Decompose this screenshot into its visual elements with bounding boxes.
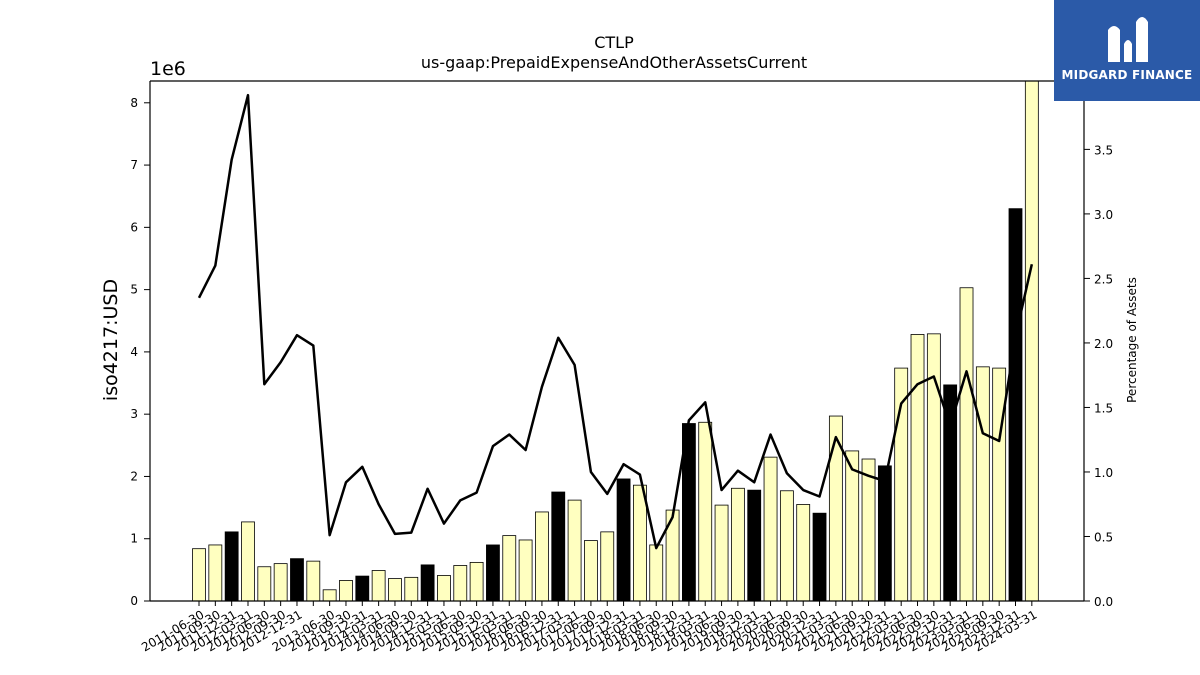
bar bbox=[469, 561, 484, 602]
bar bbox=[812, 512, 827, 602]
logo-text: MIDGARD FINANCE bbox=[1061, 68, 1193, 82]
bar bbox=[486, 544, 500, 602]
bar-series bbox=[192, 80, 1039, 602]
logo-mark-icon bbox=[1108, 17, 1148, 62]
y-tick-label: 6 bbox=[130, 220, 138, 234]
bar bbox=[943, 384, 958, 602]
y2-ticks: 0.0 0.5 1.0 1.5 2.0 2.5 3.0 3.5 bbox=[1084, 143, 1113, 609]
bar bbox=[502, 535, 517, 602]
bar bbox=[322, 589, 337, 602]
y-tick-label: 3 bbox=[130, 407, 138, 421]
bar bbox=[388, 578, 402, 602]
bar bbox=[224, 531, 239, 602]
bar bbox=[306, 560, 321, 602]
bar bbox=[910, 334, 925, 602]
bar bbox=[975, 366, 990, 602]
chart-title: CTLP bbox=[594, 33, 634, 52]
bar bbox=[567, 499, 582, 602]
bar bbox=[1024, 80, 1039, 602]
y-tick-label: 8 bbox=[130, 96, 138, 110]
bar bbox=[535, 511, 549, 602]
y-tick-label: 2 bbox=[130, 469, 138, 483]
bar bbox=[453, 565, 468, 602]
bar bbox=[518, 539, 533, 602]
bar bbox=[257, 566, 272, 602]
bar bbox=[861, 458, 876, 602]
y-axis-label: iso4217:USD bbox=[100, 279, 122, 401]
axes bbox=[149, 80, 1085, 602]
bar bbox=[959, 287, 974, 602]
y-offset-label: 1e6 bbox=[150, 58, 186, 80]
bar bbox=[845, 450, 860, 602]
bar bbox=[584, 540, 598, 602]
y2-tick-label: 2.0 bbox=[1094, 337, 1113, 351]
y-tick-label: 1 bbox=[130, 532, 138, 546]
bar bbox=[339, 580, 353, 602]
bar bbox=[355, 575, 370, 602]
bar bbox=[730, 487, 745, 602]
y2-axis-label: Percentage of Assets bbox=[1125, 277, 1139, 403]
bar bbox=[633, 484, 647, 602]
y-tick-label: 4 bbox=[130, 345, 138, 359]
bar bbox=[241, 521, 255, 602]
bar bbox=[600, 531, 615, 602]
line-series bbox=[197, 93, 1034, 550]
bar bbox=[714, 504, 729, 602]
bar bbox=[1008, 208, 1023, 602]
bar bbox=[992, 367, 1007, 602]
bar bbox=[877, 465, 892, 602]
y2-tick-label: 3.5 bbox=[1094, 143, 1113, 157]
bar bbox=[698, 421, 713, 602]
y2-tick-label: 2.5 bbox=[1094, 272, 1113, 286]
y2-tick-label: 0.5 bbox=[1094, 530, 1113, 544]
bar bbox=[796, 504, 811, 602]
bar bbox=[404, 576, 419, 602]
bar bbox=[371, 570, 386, 602]
x-ticks: 2011-06-302011-09-302011-12-312012-03-31… bbox=[139, 601, 1039, 654]
bar bbox=[551, 491, 566, 602]
bar bbox=[763, 456, 778, 602]
bar bbox=[649, 544, 664, 602]
bar bbox=[437, 575, 451, 602]
bar bbox=[747, 489, 762, 602]
bar bbox=[420, 564, 435, 602]
percentage-line bbox=[197, 93, 1034, 550]
y-tick-label: 5 bbox=[130, 283, 138, 297]
bar bbox=[616, 478, 631, 602]
y2-tick-label: 3.0 bbox=[1094, 208, 1113, 222]
bar bbox=[273, 563, 288, 602]
y2-tick-label: 1.0 bbox=[1094, 466, 1113, 480]
y2-tick-label: 0.0 bbox=[1094, 595, 1113, 609]
y-tick-label: 0 bbox=[130, 594, 138, 608]
bar bbox=[192, 548, 206, 602]
bar bbox=[779, 490, 794, 602]
bar bbox=[208, 544, 223, 602]
brand-logo: MIDGARD FINANCE bbox=[1054, 0, 1200, 101]
y-ticks: 0 1 2 3 4 5 6 7 8 bbox=[130, 96, 150, 608]
y-tick-label: 7 bbox=[130, 158, 138, 172]
y2-tick-label: 1.5 bbox=[1094, 401, 1113, 415]
bar bbox=[290, 558, 304, 602]
bar bbox=[926, 333, 941, 602]
chart-subtitle: us-gaap:PrepaidExpenseAndOtherAssetsCurr… bbox=[421, 53, 807, 72]
